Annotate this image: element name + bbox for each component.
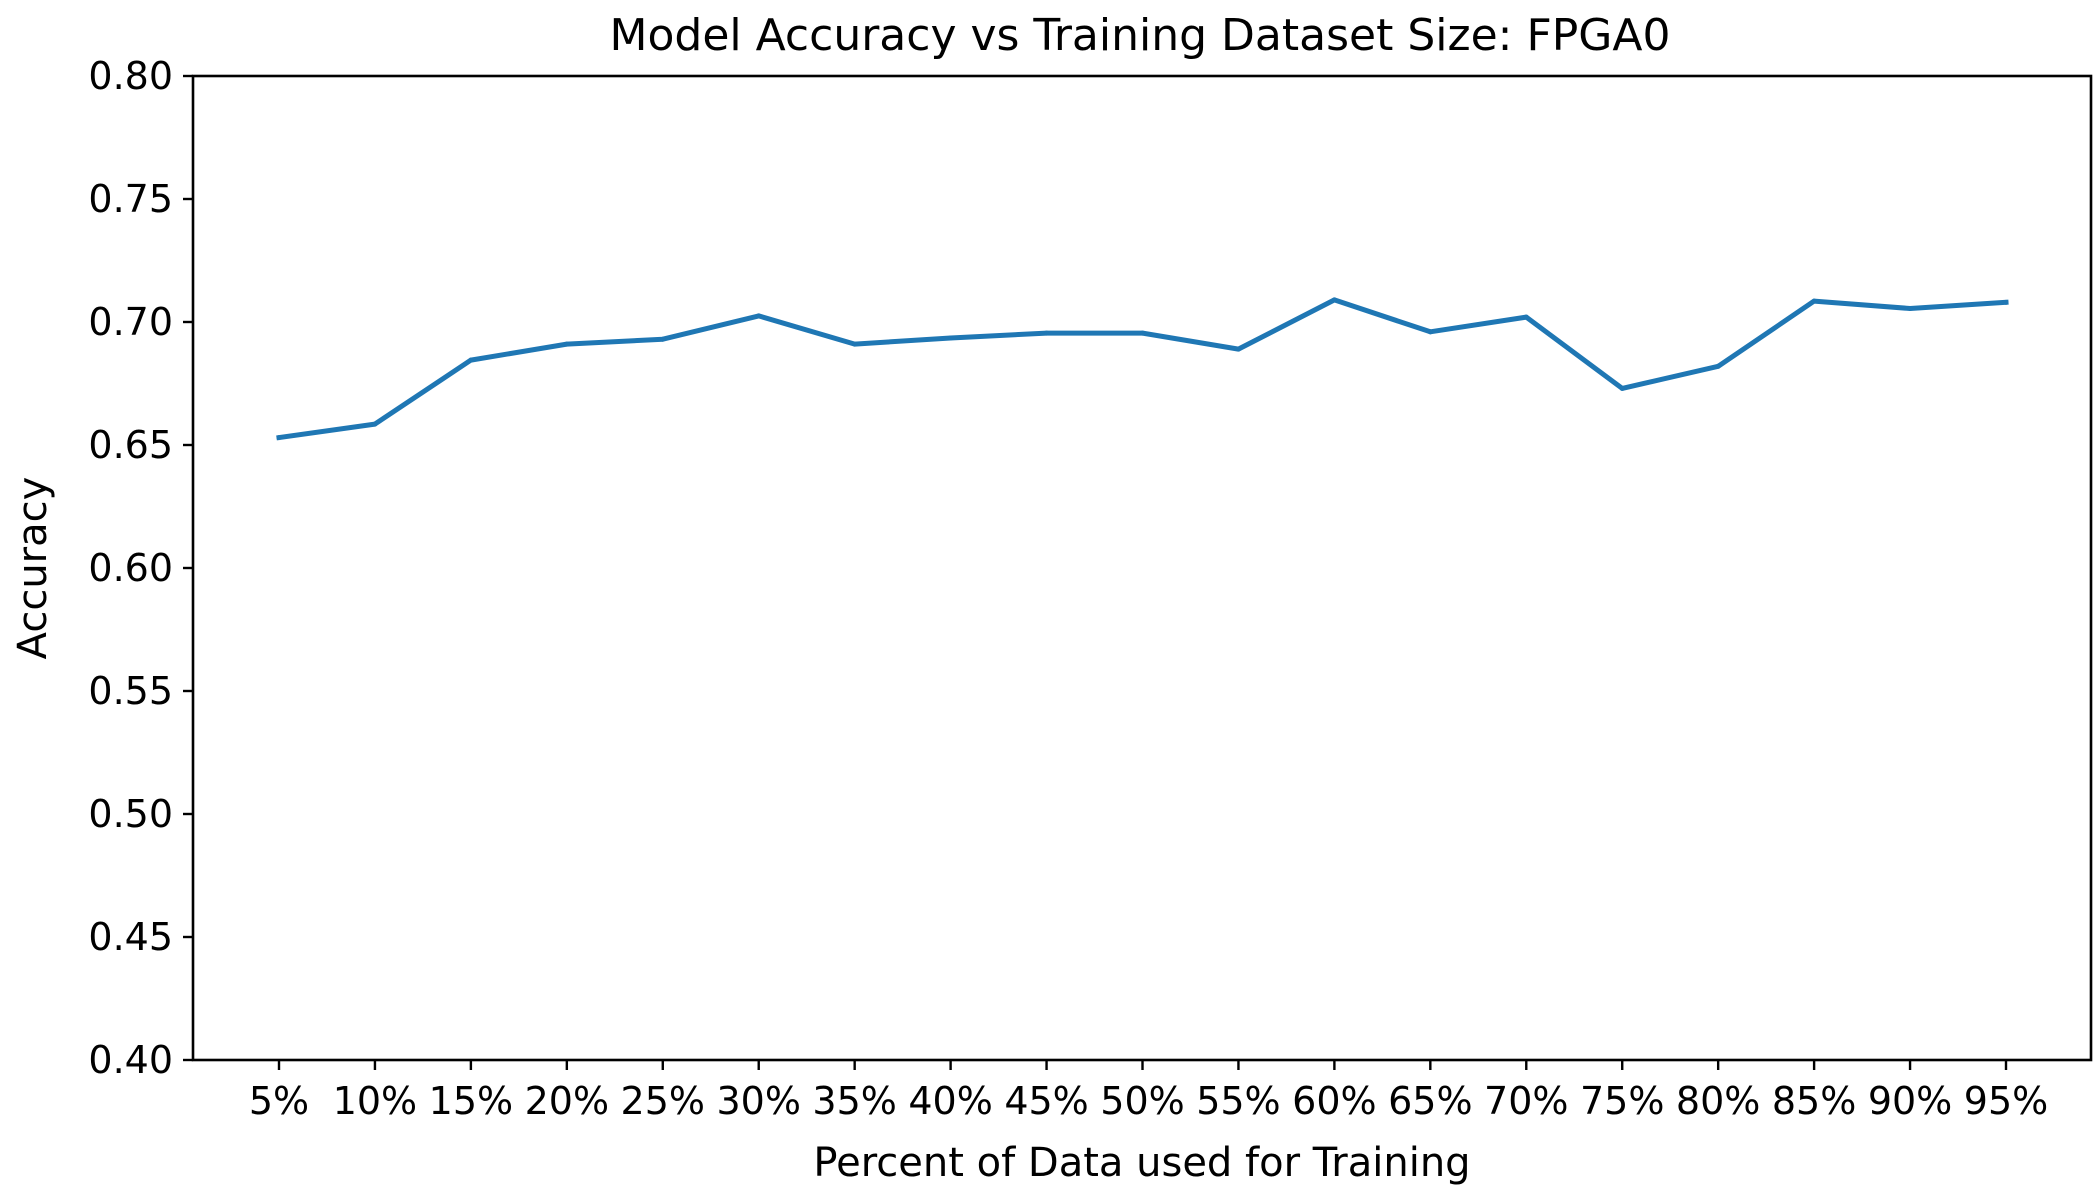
x-tick-label: 55% — [1196, 1079, 1280, 1123]
y-tick-label: 0.80 — [88, 54, 173, 98]
data-point — [1907, 305, 1913, 311]
x-tick-label: 95% — [1964, 1079, 2048, 1123]
y-tick-label: 0.65 — [88, 423, 173, 467]
data-point — [1331, 297, 1337, 303]
data-point — [1715, 363, 1721, 369]
y-tick-label: 0.60 — [88, 546, 173, 590]
y-tick-label: 0.40 — [88, 1038, 173, 1082]
data-point — [468, 357, 474, 363]
data-point — [1044, 330, 1050, 336]
x-tick-label: 5% — [249, 1079, 309, 1123]
x-tick-label: 30% — [716, 1079, 800, 1123]
x-tick-label: 40% — [908, 1079, 992, 1123]
x-tick-label: 10% — [333, 1079, 417, 1123]
y-tick-label: 0.55 — [88, 669, 173, 713]
x-tick-label: 50% — [1100, 1079, 1184, 1123]
data-point — [1523, 314, 1529, 320]
y-axis-ticks: 0.40 0.45 0.50 0.55 0.60 0.65 0.70 0.75 0.80 — [88, 54, 193, 1082]
y-tick-label: 0.75 — [88, 177, 173, 221]
x-tick-label: 75% — [1580, 1079, 1664, 1123]
x-tick-label: 80% — [1676, 1079, 1760, 1123]
data-point — [372, 421, 378, 427]
x-tick-label: 70% — [1484, 1079, 1568, 1123]
plot-frame — [191, 74, 2093, 1062]
x-tick-label: 45% — [1004, 1079, 1088, 1123]
y-tick-label: 0.45 — [88, 915, 173, 959]
data-point — [1619, 385, 1625, 391]
x-axis-ticks: 5% 10% 15% 20% 25% 30% 35% 40% 45% 50% 55% 60% 65% 70… — [249, 1060, 2048, 1123]
x-axis-label: Percent of Data used for Training — [813, 1140, 1470, 1186]
x-tick-label: 20% — [525, 1079, 609, 1123]
y-tick-label: 0.70 — [88, 300, 173, 344]
data-point — [852, 341, 858, 347]
data-point — [2003, 299, 2009, 305]
data-point — [1811, 298, 1817, 304]
chart-title: Model Accuracy vs Training Dataset Size:… — [610, 10, 1671, 61]
data-point — [948, 335, 954, 341]
y-axis-label: Accuracy — [10, 477, 56, 660]
data-point — [660, 336, 666, 342]
x-tick-label: 85% — [1772, 1079, 1856, 1123]
x-tick-label: 15% — [429, 1079, 513, 1123]
data-point — [1235, 346, 1241, 352]
series-layer — [276, 297, 2009, 441]
data-point — [564, 341, 570, 347]
data-point — [756, 313, 762, 319]
x-tick-label: 60% — [1292, 1079, 1376, 1123]
x-tick-label: 90% — [1868, 1079, 1952, 1123]
x-tick-label: 35% — [812, 1079, 896, 1123]
x-tick-label: 25% — [621, 1079, 705, 1123]
data-point — [276, 435, 282, 441]
y-tick-label: 0.50 — [88, 792, 173, 836]
series-line — [276, 297, 2009, 441]
data-point — [1427, 329, 1433, 335]
x-tick-label: 65% — [1388, 1079, 1472, 1123]
data-point — [1140, 330, 1145, 336]
